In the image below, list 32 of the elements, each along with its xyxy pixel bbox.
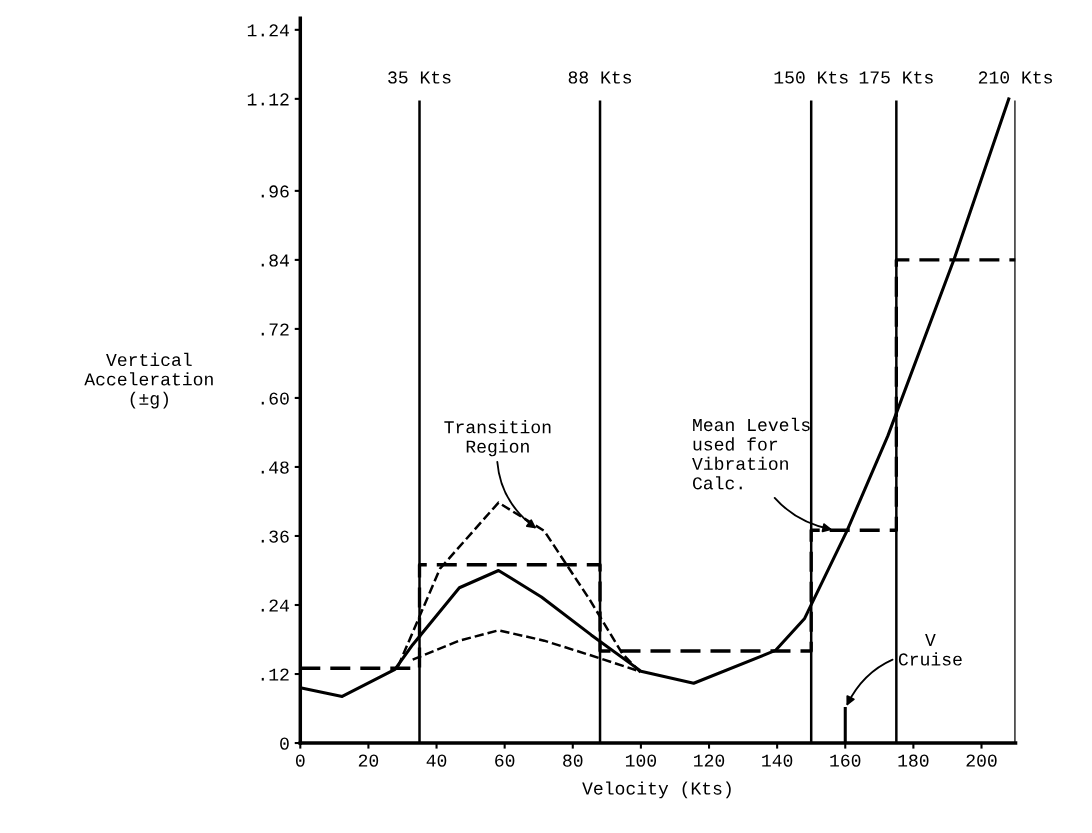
- ref-line-label: 210 Kts: [978, 71, 1052, 84]
- y-tick-label: 0: [280, 737, 289, 750]
- x-tick-label: 140: [762, 754, 793, 767]
- x-tick-label: 60: [495, 754, 515, 767]
- x-tick-label: 80: [563, 754, 583, 767]
- x-tick-label: 120: [694, 754, 725, 767]
- y-tick-label: .48: [261, 461, 289, 474]
- annotation: Mean Levels used for Vibration Calc.: [692, 417, 810, 490]
- ref-line-label: 150 Kts: [774, 71, 848, 84]
- y-tick-label: 1.24: [247, 24, 289, 37]
- x-tick-label: 40: [426, 754, 447, 767]
- y-tick-label: .84: [261, 254, 289, 267]
- y-tick-label: 1.12: [247, 93, 289, 106]
- y-tick-label: .12: [261, 668, 289, 681]
- x-tick-label: 0: [295, 754, 305, 767]
- ref-line-label: 88 Kts: [568, 71, 632, 84]
- annotation: V Cruise: [898, 634, 962, 666]
- y-tick-label: .60: [261, 392, 289, 405]
- x-tick-label: 100: [625, 754, 657, 767]
- ref-line-label: 35 Kts: [388, 71, 451, 84]
- x-axis-title: Velocity (Kts): [582, 781, 731, 799]
- y-axis-title: Vertical Acceleration (±g): [84, 352, 213, 409]
- y-tick-label: .24: [261, 599, 289, 612]
- x-tick-label: 160: [830, 754, 861, 767]
- x-tick-label: 180: [898, 754, 929, 767]
- x-tick-label: 200: [966, 754, 997, 767]
- annotation: Transition Region: [444, 420, 551, 457]
- x-tick-label: 20: [358, 754, 379, 767]
- y-tick-label: .36: [261, 530, 289, 543]
- ref-line-label: 175 Kts: [859, 71, 933, 84]
- y-tick-label: .96: [261, 185, 289, 198]
- y-tick-label: .72: [261, 323, 289, 336]
